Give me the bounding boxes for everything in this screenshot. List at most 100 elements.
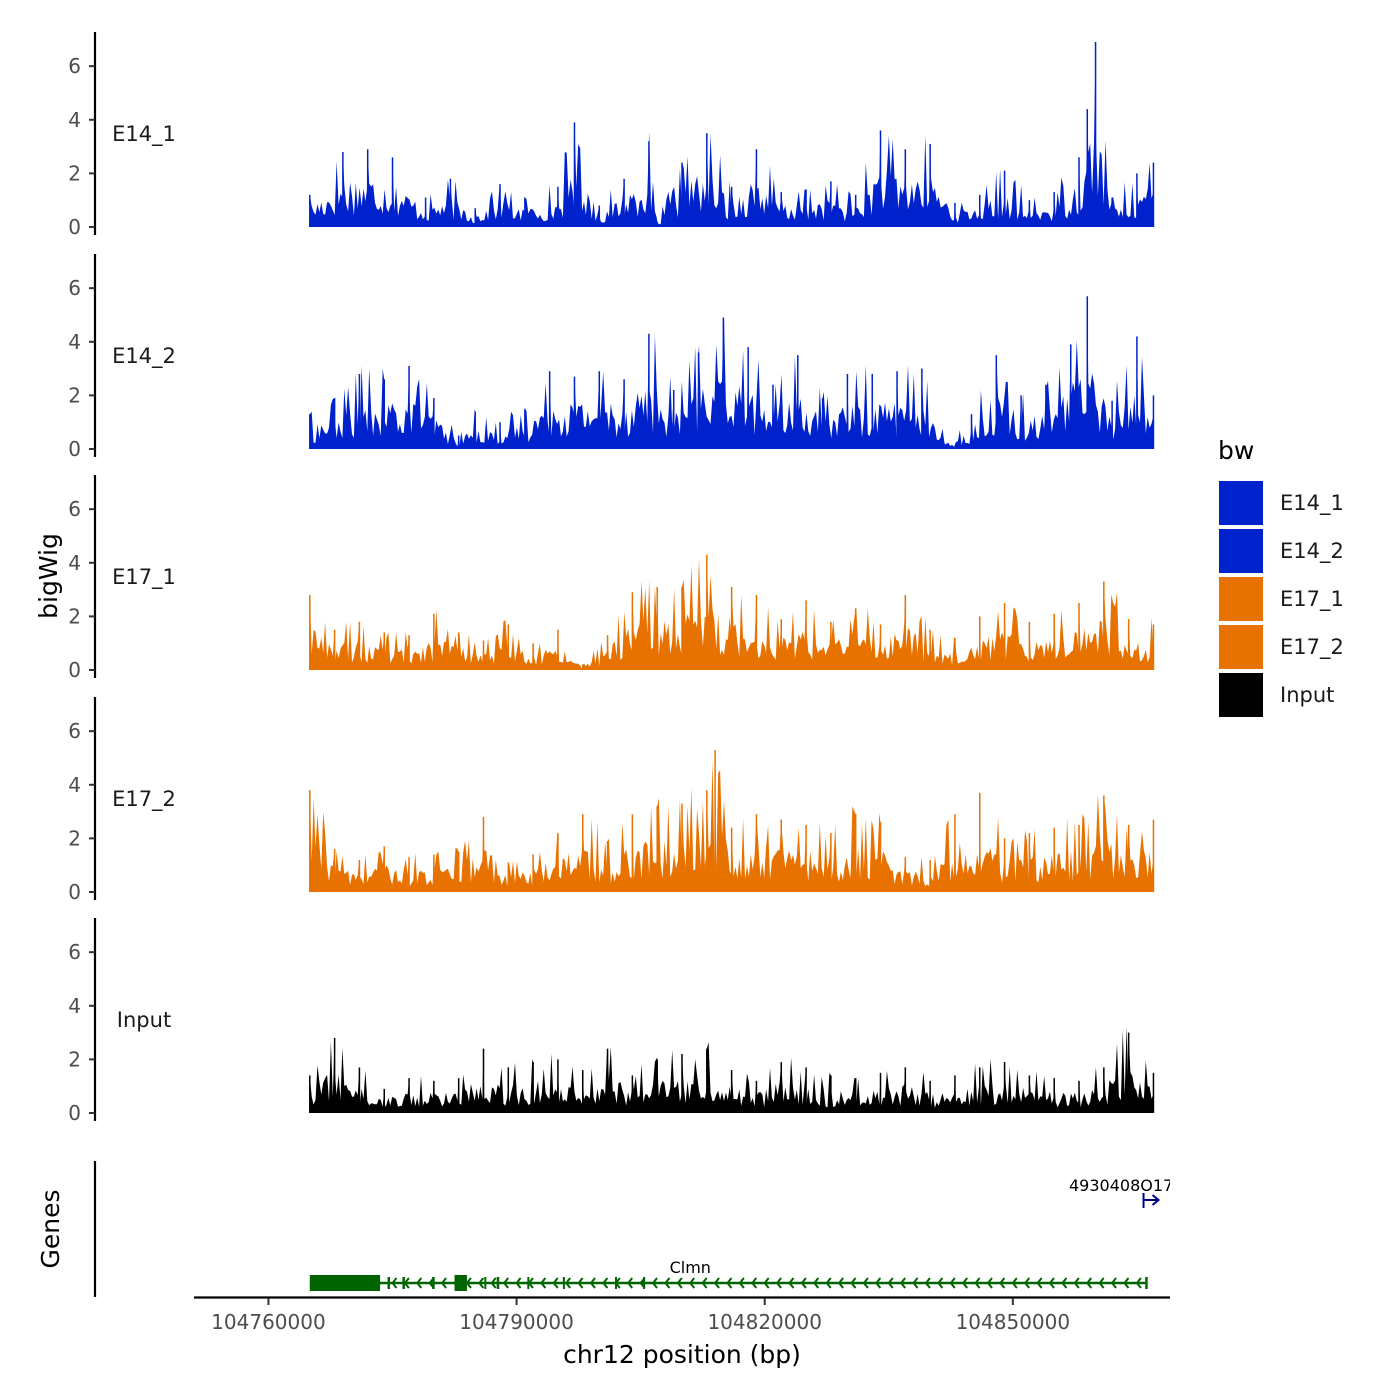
strand-arrow <box>540 1277 547 1289</box>
y-tick-label: 0 <box>68 215 81 239</box>
strand-arrow <box>552 1277 559 1289</box>
y-tick-label: 2 <box>68 161 81 185</box>
strand-arrow <box>899 1277 906 1289</box>
y-axis-title: bigWig <box>34 533 63 619</box>
gene-exon <box>432 1277 435 1289</box>
track-label: Input <box>117 1008 171 1032</box>
track-label: E17_1 <box>112 565 176 590</box>
track-e17-2: 0 2 4 6 E17_2 <box>68 697 1155 904</box>
legend-item-e14-2: E14_2 <box>1217 527 1344 575</box>
strand-arrow <box>850 1277 857 1289</box>
strand-arrow <box>986 1277 993 1289</box>
legend-label: Input <box>1280 683 1334 707</box>
strand-arrow <box>974 1277 981 1289</box>
y-tick-label: 2 <box>68 826 81 850</box>
strand-arrow <box>1123 1277 1130 1289</box>
gene-annotation-panel: Clmn 4930408O17Rik Genes <box>36 1161 1199 1297</box>
y-tick-label: 6 <box>68 497 81 521</box>
strand-arrow <box>1011 1277 1018 1289</box>
gene-label: 4930408O17Rik <box>1069 1176 1199 1195</box>
x-axis: 104760000 104790000 104820000 104850000 chr… <box>194 1296 1170 1369</box>
gene-exon <box>387 1277 391 1289</box>
strand-arrow <box>626 1277 634 1289</box>
strand-arrow <box>961 1277 969 1289</box>
strand-arrow <box>825 1277 832 1289</box>
y-tick-label: 4 <box>68 551 81 575</box>
strand-arrow <box>775 1277 782 1289</box>
gene-exon <box>454 1275 467 1291</box>
strand-arrow <box>602 1277 609 1289</box>
gene-exon <box>643 1277 646 1289</box>
strand-arrow <box>1151 1194 1161 1206</box>
genes-axis-title: Genes <box>36 1189 65 1268</box>
x-axis-title: chr12 position (bp) <box>563 1340 801 1369</box>
legend-items: E14_1 E14_2 E17_1 E17_2 Input <box>1217 479 1344 719</box>
strand-arrow <box>713 1277 720 1289</box>
y-tick-label: 2 <box>68 1047 81 1071</box>
y-tick-label: 6 <box>68 719 81 743</box>
gene-clmn: Clmn <box>309 1258 1148 1291</box>
gene-exon <box>484 1277 487 1289</box>
strand-arrow <box>912 1277 919 1289</box>
strand-arrow <box>664 1277 671 1289</box>
y-tick-label: 0 <box>68 658 81 682</box>
gene-exon <box>1145 1277 1148 1289</box>
legend-swatch <box>1217 527 1265 575</box>
strand-arrow <box>639 1277 646 1289</box>
strand-arrow <box>875 1277 882 1289</box>
strand-arrow <box>1135 1277 1142 1289</box>
legend-item-e17-2: E17_2 <box>1217 623 1344 671</box>
gene-exon <box>309 1275 381 1291</box>
track-label: E14_2 <box>112 344 176 369</box>
strand-arrow <box>949 1277 956 1289</box>
track-e14-2: 0 2 4 6 E14_2 <box>68 254 1155 461</box>
strand-arrow <box>490 1277 497 1289</box>
x-tick-label: 104760000 <box>211 1310 326 1334</box>
strand-arrow <box>428 1277 435 1289</box>
legend-item-e14-1: E14_1 <box>1217 479 1344 527</box>
track-e14-1: 0 2 4 6 E14_1 <box>68 32 1155 239</box>
y-tick-label: 4 <box>68 330 81 354</box>
strand-arrow <box>453 1277 460 1289</box>
strand-arrow <box>813 1277 820 1289</box>
strand-arrow <box>515 1277 522 1289</box>
strand-arrow <box>502 1277 509 1289</box>
gene-label: Clmn <box>670 1258 711 1277</box>
y-tick-label: 0 <box>68 1101 81 1125</box>
legend-label: E17_1 <box>1280 587 1344 612</box>
legend-label: E14_2 <box>1280 539 1344 564</box>
strand-arrow <box>1098 1277 1105 1289</box>
strand-arrow <box>837 1277 844 1289</box>
legend-item-input: Input <box>1217 671 1334 719</box>
y-tick-label: 4 <box>68 773 81 797</box>
x-axis-ticks: 104760000 104790000 104820000 104850000 <box>211 1298 1070 1334</box>
legend-label: E17_2 <box>1280 635 1344 660</box>
strand-arrow <box>391 1277 398 1289</box>
gene-exon <box>562 1277 565 1289</box>
strand-arrow <box>701 1277 708 1289</box>
strand-arrow <box>862 1277 869 1289</box>
strand-arrow <box>589 1277 596 1289</box>
coverage-tracks: 0 2 4 6 E14_1 0 2 4 6 E14_2 0 2 4 6 E17_1 0 2 4 6 E17_2 0 2 4 6… <box>68 32 1155 1125</box>
gene-models: Clmn 4930408O17Rik <box>309 1176 1199 1291</box>
legend-swatch <box>1217 479 1265 527</box>
strand-arrow <box>614 1277 621 1289</box>
legend: bw E14_1 E14_2 E17_1 E17_2 Input <box>1217 436 1344 719</box>
strand-arrow <box>465 1277 472 1289</box>
strand-arrow <box>478 1277 485 1289</box>
y-tick-label: 4 <box>68 994 81 1018</box>
strand-arrow <box>577 1277 584 1289</box>
legend-item-e17-1: E17_1 <box>1217 575 1344 623</box>
legend-title: bw <box>1218 436 1254 465</box>
strand-arrow <box>651 1277 658 1289</box>
gene-4930408o17rik: 4930408O17Rik <box>1069 1176 1199 1208</box>
strand-arrow <box>440 1277 447 1289</box>
legend-label: E14_1 <box>1280 491 1344 516</box>
y-tick-label: 6 <box>68 940 81 964</box>
y-tick-label: 2 <box>68 383 81 407</box>
legend-swatch <box>1217 575 1265 623</box>
strand-arrow <box>688 1277 696 1289</box>
strand-arrow <box>937 1277 944 1289</box>
track-e17-1: 0 2 4 6 E17_1 <box>68 475 1155 682</box>
